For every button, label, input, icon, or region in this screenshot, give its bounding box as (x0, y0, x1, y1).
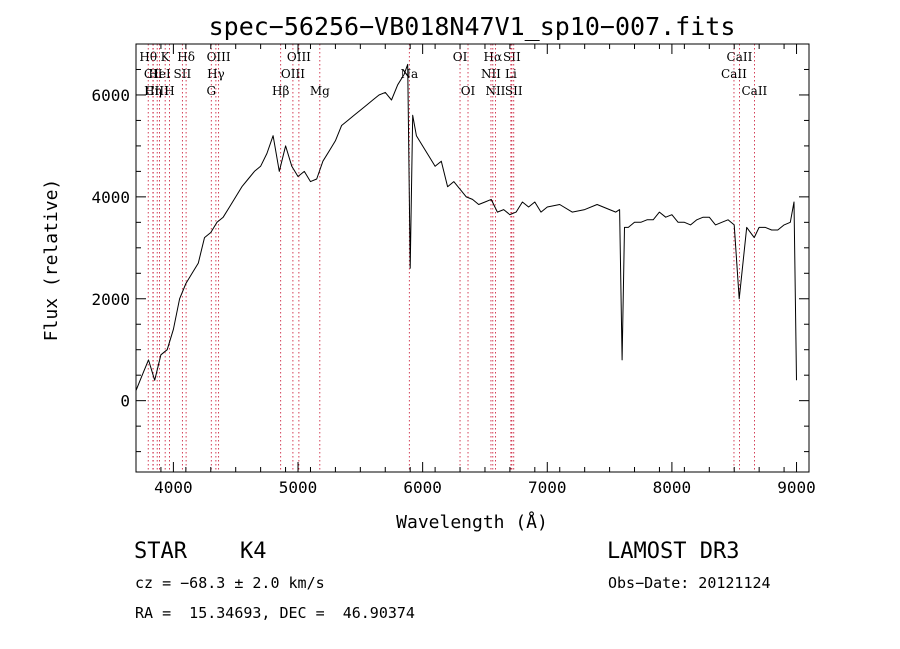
line-label-13: OIII (281, 67, 305, 81)
line-label-24: SII (505, 84, 523, 98)
x-axis-label: Wavelength (Å) (396, 511, 548, 533)
line-label-1: CII (144, 67, 163, 81)
line-label-9: OIII (207, 50, 231, 64)
line-label-20: NII (481, 67, 501, 81)
x-tick-label: 5000 (279, 478, 318, 497)
line-label-10: Hγ (207, 67, 225, 81)
line-label-11: G (206, 84, 216, 98)
line-label-15: Mg (310, 84, 330, 98)
object-class: STAR (134, 539, 187, 564)
x-tick-label: 9000 (777, 478, 816, 497)
line-label-19: Hα (484, 50, 503, 64)
line-label-3: CIII (145, 84, 169, 98)
chart-title: spec−56256−VB018N47V1_sp10−007.fits (209, 12, 736, 41)
line-label-0: Hθ (139, 50, 157, 64)
axis-ticks-layer: 4000 5000 6000 7000 8000 9000 0 2000 4000 6000 (91, 43, 816, 497)
y-tick-label: 2000 (91, 290, 130, 309)
line-label-12: Hβ (272, 84, 289, 98)
line-label-16: Na (400, 67, 418, 81)
line-label-25: CaII (727, 50, 753, 64)
line-label-18: OI (461, 84, 476, 98)
line-label-2: Hη (144, 84, 162, 98)
line-label-21: NII (485, 84, 505, 98)
line-label-27: CaII (741, 84, 767, 98)
observation-date: Obs−Date: 20121124 (608, 574, 771, 592)
y-tick-label: 6000 (91, 86, 130, 105)
line-label-14: OIII (287, 50, 311, 64)
y-tick-label: 0 (120, 392, 130, 411)
line-label-23: Li (505, 67, 517, 81)
line-label-26: CaII (721, 67, 747, 81)
survey-name: LAMOST DR3 (607, 539, 740, 564)
line-label-8: Hδ (177, 50, 195, 64)
y-tick-label: 4000 (91, 188, 130, 207)
y-axis-label: Flux (relative) (41, 179, 62, 342)
line-label-17: OI (453, 50, 468, 64)
line-label-22: SII (503, 50, 521, 64)
series-line-flux (135, 63, 797, 391)
redshift-velocity: cz = −68.3 ± 2.0 km/s (135, 574, 325, 592)
line-label-5: HeI (148, 67, 171, 81)
line-label-4: K (161, 50, 171, 64)
plot-frame (135, 43, 810, 473)
x-tick-label: 4000 (154, 478, 193, 497)
object-subclass: K4 (240, 539, 267, 564)
line-label-7: SII (174, 67, 192, 81)
line-label-6: H (164, 84, 174, 98)
x-tick-label: 7000 (528, 478, 567, 497)
x-tick-label: 6000 (403, 478, 442, 497)
series-layer (135, 63, 797, 391)
x-tick-label: 8000 (653, 478, 692, 497)
coordinates: RA = 15.34693, DEC = 46.90374 (135, 604, 415, 622)
